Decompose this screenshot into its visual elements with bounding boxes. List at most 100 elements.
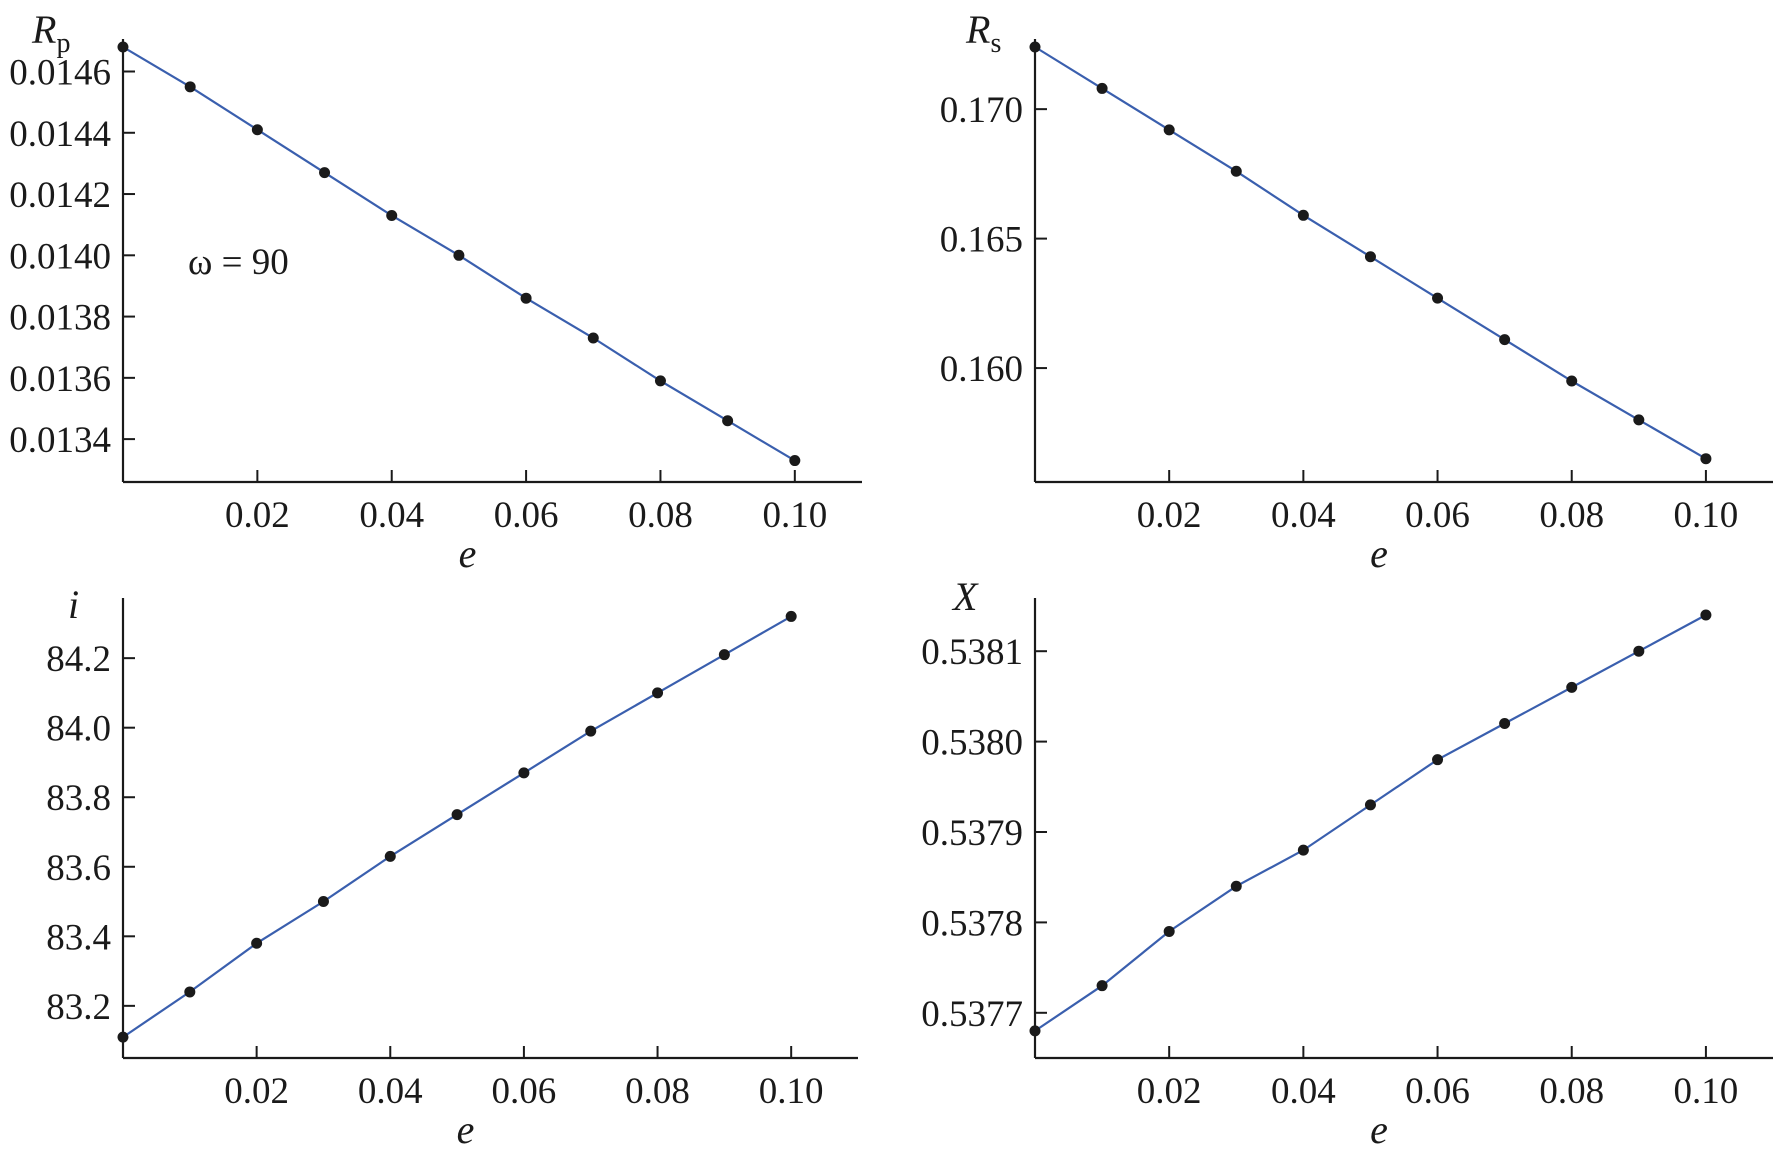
y-tick-label: 0.160 bbox=[940, 349, 1023, 390]
data-point bbox=[1029, 1025, 1041, 1037]
x-axis-title: e bbox=[457, 1107, 475, 1152]
annotation-omega: ω = 90 bbox=[188, 242, 289, 283]
y-tick-label: 0.5381 bbox=[921, 632, 1023, 673]
data-point bbox=[789, 455, 801, 467]
x-tick-label: 0.02 bbox=[1137, 1071, 1202, 1112]
x-tick-label: 0.08 bbox=[1539, 495, 1604, 536]
chart-panel-i: 0.02 0.04 0.06 0.08 0.10 83.2 83.4 83.6 83.8 84.0… bbox=[46, 582, 858, 1152]
data-point bbox=[652, 687, 664, 699]
data-point bbox=[117, 41, 129, 53]
data-point bbox=[1096, 980, 1108, 992]
x-tick-label: 0.10 bbox=[1674, 495, 1739, 536]
data-point bbox=[1566, 375, 1578, 387]
data-point bbox=[718, 649, 730, 661]
data-point bbox=[453, 249, 465, 261]
x-tick-label: 0.06 bbox=[1405, 495, 1470, 536]
chart-panel-rp: 0.02 0.04 0.06 0.08 0.10 0.0134 0.0136 0.0138 0.… bbox=[9, 7, 862, 576]
data-point bbox=[451, 809, 463, 821]
y-tick-label: 0.0138 bbox=[9, 298, 111, 339]
data-point bbox=[1700, 609, 1712, 621]
y-tick-label: 0.5378 bbox=[921, 903, 1023, 944]
data-point bbox=[1432, 754, 1444, 766]
data-point bbox=[1230, 880, 1242, 892]
x-tick-label: 0.02 bbox=[225, 495, 290, 536]
y-tick-label: 84.2 bbox=[46, 639, 111, 680]
y-axis-title: Rp bbox=[31, 7, 70, 59]
data-point bbox=[1029, 41, 1041, 53]
data-point bbox=[317, 896, 329, 908]
data-point bbox=[1633, 645, 1645, 657]
y-axis-title: i bbox=[68, 582, 79, 627]
x-tick-label: 0.06 bbox=[1405, 1071, 1470, 1112]
y-tick-label: 0.170 bbox=[940, 90, 1023, 131]
y-tick-label: 0.165 bbox=[940, 220, 1023, 261]
y-tick-label: 0.5377 bbox=[921, 994, 1023, 1035]
x-tick-label: 0.08 bbox=[1539, 1071, 1604, 1112]
data-point bbox=[1163, 925, 1175, 937]
y-tick-label: 0.0140 bbox=[9, 236, 111, 277]
y-tick-label: 83.6 bbox=[46, 848, 111, 889]
x-tick-label: 0.04 bbox=[359, 495, 424, 536]
data-point bbox=[1297, 844, 1309, 856]
data-point bbox=[386, 209, 398, 221]
x-tick-label: 0.08 bbox=[628, 495, 693, 536]
x-tick-label: 0.10 bbox=[1674, 1071, 1739, 1112]
data-point bbox=[184, 81, 196, 93]
data-point bbox=[654, 375, 666, 387]
x-axis-title: e bbox=[459, 531, 477, 576]
data-point bbox=[184, 986, 196, 998]
data-point bbox=[117, 1031, 129, 1043]
y-tick-label: 0.0142 bbox=[9, 175, 111, 216]
data-point bbox=[319, 167, 331, 179]
data-point bbox=[251, 124, 263, 136]
data-point bbox=[1364, 799, 1376, 811]
y-tick-label: 0.0144 bbox=[9, 114, 111, 155]
series-line bbox=[122, 615, 792, 1039]
x-tick-label: 0.04 bbox=[1271, 495, 1336, 536]
x-tick-label: 0.06 bbox=[494, 495, 559, 536]
x-tick-label: 0.10 bbox=[762, 495, 827, 536]
y-tick-label: 83.4 bbox=[46, 917, 111, 958]
y-axis-title: Rs bbox=[965, 7, 1001, 59]
x-tick-label: 0.04 bbox=[1271, 1071, 1336, 1112]
x-axis-title: e bbox=[1370, 531, 1388, 576]
x-tick-label: 0.02 bbox=[1137, 495, 1202, 536]
data-point bbox=[1297, 209, 1309, 221]
x-axis-title: e bbox=[1370, 1107, 1388, 1152]
data-point bbox=[1230, 165, 1242, 177]
data-point bbox=[1499, 718, 1511, 730]
data-point bbox=[1432, 292, 1444, 304]
data-point bbox=[1700, 453, 1712, 465]
data-point bbox=[1364, 251, 1376, 263]
y-axis-title-subscript: p bbox=[56, 28, 70, 59]
y-axis-title-subscript: s bbox=[990, 28, 1001, 59]
data-point bbox=[1096, 82, 1108, 94]
y-tick-label: 0.0134 bbox=[9, 420, 111, 461]
data-point bbox=[1499, 334, 1511, 346]
x-tick-label: 0.10 bbox=[759, 1071, 824, 1112]
y-tick-label: 84.0 bbox=[46, 709, 111, 750]
y-tick-label: 0.5379 bbox=[921, 813, 1023, 854]
x-tick-label: 0.06 bbox=[492, 1071, 557, 1112]
data-point bbox=[785, 610, 797, 622]
chart-panel-x: 0.02 0.04 0.06 0.08 0.10 0.5377 0.5378 0.5379 0.… bbox=[921, 574, 1773, 1152]
chart-panel-rs: 0.02 0.04 0.06 0.08 0.10 0.160 0.165 0.170 e Rs bbox=[940, 7, 1773, 576]
data-point bbox=[520, 292, 532, 304]
data-point bbox=[251, 937, 263, 949]
data-point bbox=[722, 415, 734, 427]
x-tick-label: 0.02 bbox=[224, 1071, 289, 1112]
data-point bbox=[518, 767, 530, 779]
data-point bbox=[1633, 414, 1645, 426]
data-point bbox=[585, 725, 597, 737]
x-tick-label: 0.08 bbox=[625, 1071, 690, 1112]
x-tick-label: 0.04 bbox=[358, 1071, 423, 1112]
series-line bbox=[1034, 614, 1707, 1032]
data-point bbox=[587, 332, 599, 344]
data-point bbox=[384, 850, 396, 862]
data-point bbox=[1566, 681, 1578, 693]
y-axis-title: X bbox=[951, 574, 979, 619]
y-tick-label: 83.8 bbox=[46, 778, 111, 819]
y-tick-label: 0.0136 bbox=[9, 359, 111, 400]
y-tick-label: 0.5380 bbox=[921, 723, 1023, 764]
